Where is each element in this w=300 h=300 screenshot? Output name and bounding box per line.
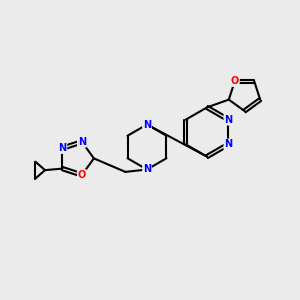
Text: N: N: [143, 164, 151, 175]
Text: N: N: [78, 137, 86, 147]
Text: O: O: [78, 170, 86, 180]
Text: N: N: [58, 143, 67, 153]
Text: O: O: [231, 76, 239, 86]
Text: N: N: [224, 115, 232, 125]
Text: N: N: [224, 139, 232, 149]
Text: N: N: [143, 119, 151, 130]
